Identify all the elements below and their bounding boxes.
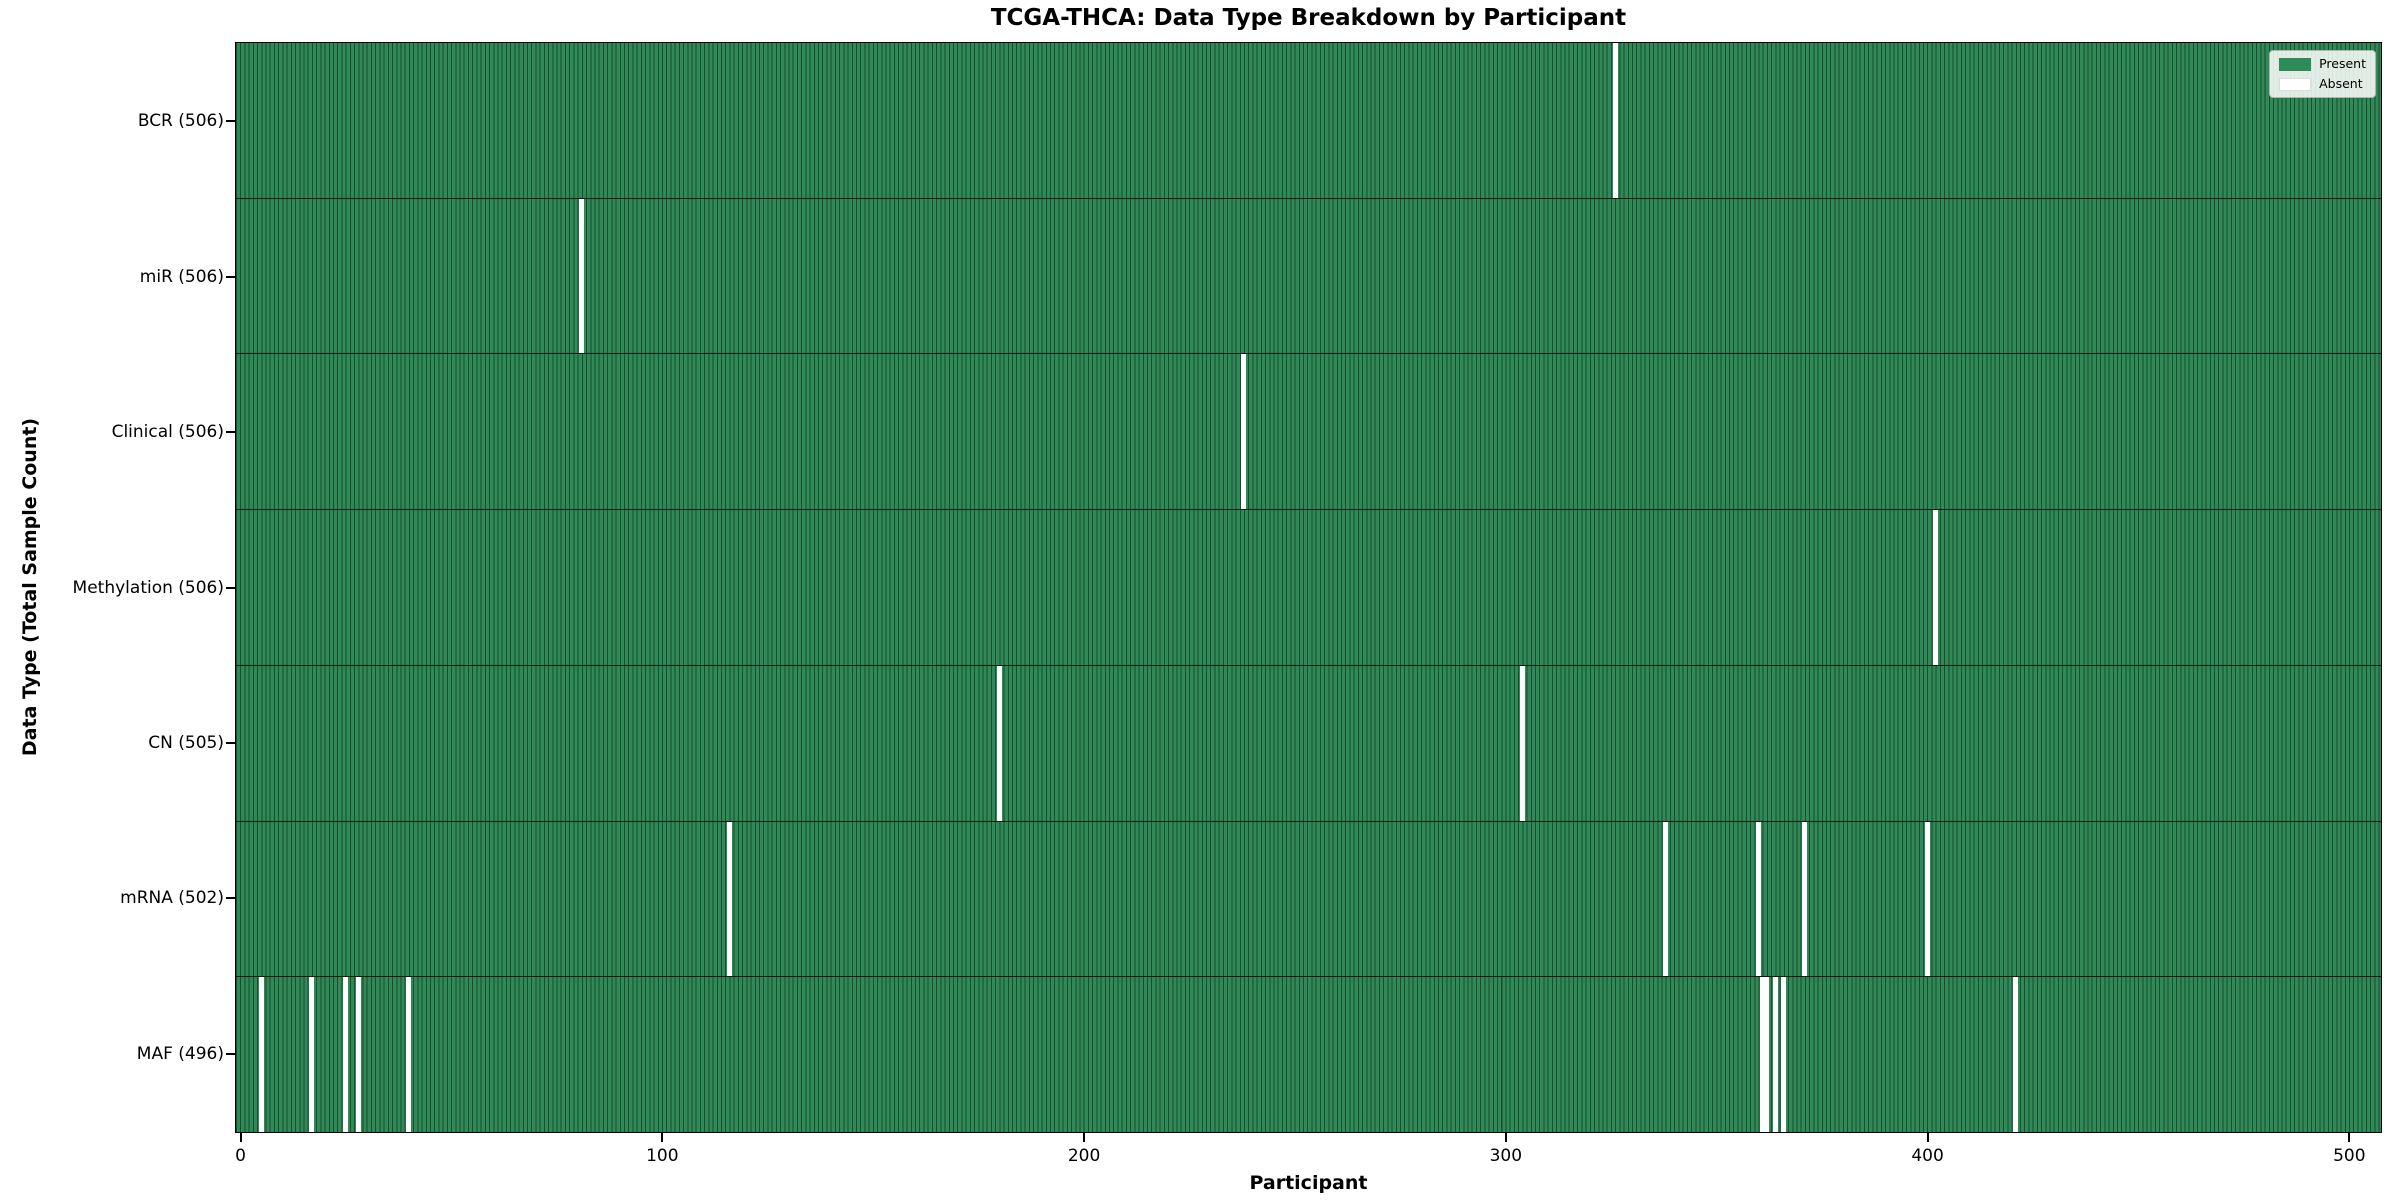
ytick-label-maf: MAF (496) [136, 1043, 224, 1064]
absent-stripe [343, 977, 349, 1133]
ytick-label-mrna: mRNA (502) [120, 888, 224, 909]
row-clinical [236, 354, 2381, 511]
ytick-label-methylation: Methylation (506) [72, 577, 224, 598]
row-cn [236, 665, 2381, 822]
legend-item-absent: Absent [2279, 77, 2366, 91]
legend-label-present: Present [2319, 56, 2366, 71]
xtick-label-200: 200 [1067, 1146, 1101, 1166]
ytick-mark [226, 275, 235, 278]
absent-stripe [1924, 821, 1930, 977]
xtick-label-100: 100 [646, 1146, 679, 1166]
absent-stripe [726, 821, 732, 977]
absent-stripe [579, 198, 585, 354]
absent-stripe [2013, 977, 2019, 1133]
ytick-label-clinical: Clinical (506) [111, 422, 224, 443]
absent-stripe [406, 977, 412, 1133]
ytick-mark [226, 897, 235, 900]
xtick-mark [2348, 1133, 2351, 1142]
row-bcr [236, 43, 2381, 199]
absent-stripe [355, 977, 361, 1133]
absent-stripe [1241, 354, 1247, 510]
absent-stripe [1663, 821, 1669, 977]
absent-stripe [1933, 510, 1939, 665]
ytick-mark [226, 120, 235, 123]
absent-stripe [309, 977, 315, 1133]
absent-stripe [1760, 977, 1766, 1133]
absent-stripe [1802, 821, 1808, 977]
absent-stripe [1764, 977, 1770, 1133]
ytick-mark [226, 1052, 235, 1055]
plot-area: Present Absent [235, 42, 2382, 1133]
ytick-mark [226, 431, 235, 434]
legend-label-absent: Absent [2319, 76, 2363, 91]
row-mir [236, 198, 2381, 355]
ytick-label-cn: CN (505) [148, 732, 224, 753]
ytick-mark [226, 586, 235, 589]
legend-swatch-absent-icon [2279, 77, 2312, 91]
chart-title: TCGA-THCA: Data Type Breakdown by Partic… [990, 5, 1627, 31]
legend: Present Absent [2269, 50, 2376, 98]
xtick-label-0: 0 [235, 1146, 246, 1166]
absent-stripe [1755, 821, 1761, 977]
x-axis-label: Participant [1249, 1172, 1368, 1194]
xtick-mark [239, 1133, 242, 1142]
xtick-label-400: 400 [1911, 1146, 1944, 1166]
ytick-label-bcr: BCR (506) [137, 111, 224, 132]
ytick-mark [226, 741, 235, 744]
xtick-mark [1504, 1133, 1507, 1142]
xtick-label-500: 500 [2333, 1146, 2366, 1166]
absent-stripe [1612, 43, 1618, 198]
ytick-label-mir: miR (506) [139, 266, 224, 287]
absent-stripe [1781, 977, 1787, 1133]
absent-stripe [1772, 977, 1778, 1133]
absent-stripe [258, 977, 264, 1133]
absent-stripe [1519, 665, 1525, 821]
xtick-mark [1926, 1133, 1929, 1142]
xtick-label-300: 300 [1489, 1146, 1523, 1166]
legend-swatch-present-icon [2279, 57, 2312, 71]
xtick-mark [1083, 1133, 1086, 1142]
row-methylation [236, 510, 2381, 666]
row-maf [236, 977, 2381, 1133]
absent-stripe [996, 665, 1002, 821]
rows-container [236, 43, 2381, 1133]
row-mrna [236, 821, 2381, 978]
xtick-mark [661, 1133, 664, 1142]
legend-item-present: Present [2279, 57, 2366, 71]
